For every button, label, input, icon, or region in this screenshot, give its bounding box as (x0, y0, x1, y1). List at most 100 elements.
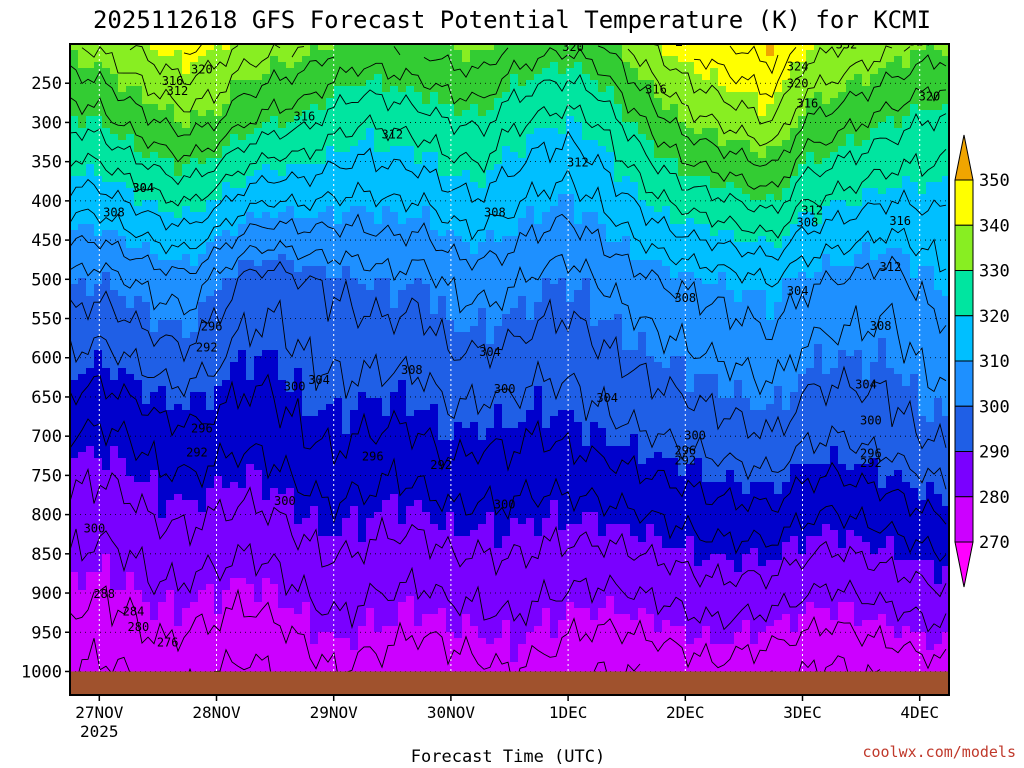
field-cell (414, 398, 423, 405)
field-cell (254, 146, 263, 153)
field-cell (158, 434, 167, 441)
field-cell (342, 662, 351, 669)
field-cell (302, 422, 311, 429)
field-cell (134, 530, 143, 537)
field-cell (230, 404, 239, 411)
field-cell (422, 62, 431, 69)
field-cell (158, 188, 167, 195)
field-cell (118, 476, 127, 483)
field-cell (102, 434, 111, 441)
field-cell (302, 44, 311, 51)
field-cell (270, 500, 279, 507)
field-cell (206, 500, 215, 507)
field-cell (70, 356, 79, 363)
field-cell (222, 320, 231, 327)
field-cell (334, 254, 343, 261)
field-cell (342, 128, 351, 135)
field-cell (422, 266, 431, 273)
field-cell (182, 566, 191, 573)
field-cell (270, 182, 279, 189)
field-cell (214, 248, 223, 255)
field-cell (262, 470, 271, 477)
field-cell (246, 206, 255, 213)
field-cell (174, 194, 183, 201)
field-cell (134, 422, 143, 429)
field-cell (118, 326, 127, 333)
field-cell (86, 206, 95, 213)
field-cell (214, 392, 223, 399)
field-cell (318, 572, 327, 579)
field-cell (302, 80, 311, 87)
field-cell (294, 476, 303, 483)
field-cell (318, 242, 327, 249)
field-cell (118, 482, 127, 489)
field-cell (278, 632, 287, 639)
field-cell (422, 122, 431, 129)
field-cell (374, 404, 383, 411)
field-cell (78, 506, 87, 513)
field-cell (126, 296, 135, 303)
field-cell (270, 332, 279, 339)
field-cell (214, 650, 223, 657)
field-cell (286, 92, 295, 99)
field-cell (342, 110, 351, 117)
field-cell (254, 212, 263, 219)
field-cell (262, 176, 271, 183)
field-cell (150, 86, 159, 93)
field-cell (110, 644, 119, 651)
field-cell (158, 212, 167, 219)
field-cell (270, 446, 279, 453)
field-cell (86, 176, 95, 183)
field-cell (150, 524, 159, 531)
field-cell (110, 386, 119, 393)
field-cell (182, 410, 191, 417)
field-cell (134, 506, 143, 513)
field-cell (222, 134, 231, 141)
field-cell (150, 260, 159, 267)
field-cell (406, 170, 415, 177)
field-cell (374, 134, 383, 141)
field-cell (358, 140, 367, 147)
field-cell (358, 560, 367, 567)
field-cell (422, 572, 431, 579)
field-cell (254, 440, 263, 447)
field-cell (286, 452, 295, 459)
field-cell (222, 248, 231, 255)
field-cell (126, 350, 135, 357)
field-cell (142, 152, 151, 159)
field-cell (206, 170, 215, 177)
field-cell (166, 236, 175, 243)
field-cell (166, 440, 175, 447)
field-cell (414, 470, 423, 477)
field-cell (166, 62, 175, 69)
field-cell (262, 398, 271, 405)
field-cell (254, 650, 263, 657)
field-cell (406, 110, 415, 117)
field-cell (286, 266, 295, 273)
field-cell (78, 284, 87, 291)
field-cell (230, 518, 239, 525)
field-cell (382, 50, 391, 57)
field-cell (166, 374, 175, 381)
field-cell (390, 80, 399, 87)
field-cell (102, 380, 111, 387)
field-cell (174, 608, 183, 615)
field-cell (382, 350, 391, 357)
field-cell (334, 566, 343, 573)
field-cell (78, 644, 87, 651)
field-cell (310, 656, 319, 663)
field-cell (246, 338, 255, 345)
field-cell (158, 428, 167, 435)
field-cell (246, 302, 255, 309)
field-cell (262, 572, 271, 579)
field-cell (110, 80, 119, 87)
field-cell (366, 632, 375, 639)
field-cell (334, 488, 343, 495)
field-cell (110, 410, 119, 417)
field-cell (78, 470, 87, 477)
field-cell (134, 572, 143, 579)
field-cell (182, 638, 191, 645)
field-cell (422, 470, 431, 477)
field-cell (278, 482, 287, 489)
field-cell (294, 170, 303, 177)
